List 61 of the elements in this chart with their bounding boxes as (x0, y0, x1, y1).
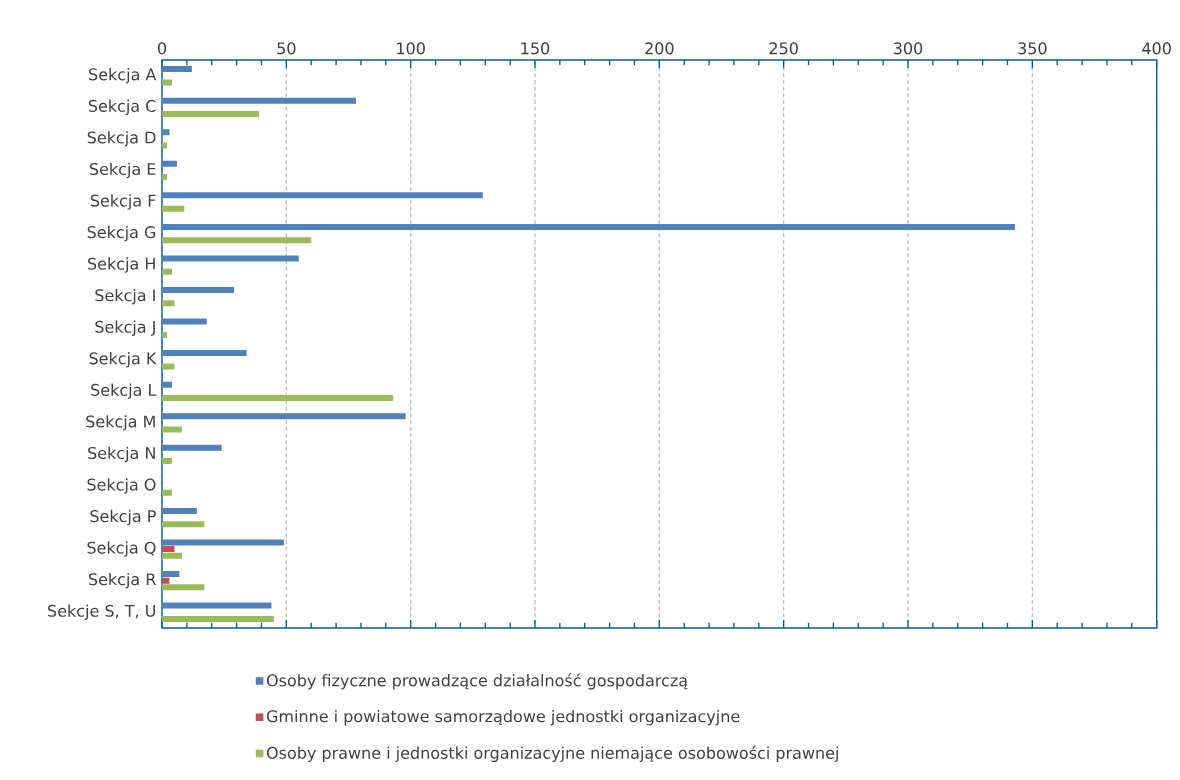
bar (162, 79, 172, 86)
bar (162, 300, 175, 307)
bar (162, 192, 483, 199)
bar (162, 426, 182, 433)
x-tick-label: 400 (1142, 42, 1171, 55)
bar (162, 444, 222, 451)
y-tick-label: Sekcja H (88, 257, 155, 273)
x-tick-label: 350 (1018, 42, 1047, 55)
y-tick-label: Sekcja F (90, 194, 156, 210)
y-tick-label: Sekcja A (89, 68, 157, 84)
bar (162, 571, 180, 577)
bar (162, 615, 274, 622)
y-tick-label: Sekcja L (91, 383, 157, 400)
y-tick-label: Sekcja Q (87, 541, 156, 557)
x-tick-label: 150 (521, 42, 550, 55)
bar (162, 160, 177, 167)
bar (162, 507, 197, 514)
bar (162, 237, 312, 244)
y-tick-label: Sekcja M (86, 415, 155, 431)
bar (162, 489, 172, 496)
y-tick-label: Sekcja K (89, 352, 157, 368)
bar (162, 66, 192, 73)
legend-label: Osoby prawne i jednostki organizacyjne niemające osobowości prawnej (266, 745, 838, 763)
bar (162, 205, 185, 212)
legend-label: Osoby fizyczne prowadzące działalność gospodarczą (266, 673, 688, 690)
bar (162, 584, 205, 591)
bar (162, 539, 284, 546)
bar (162, 223, 1015, 230)
y-tick-label: Sekcja R (88, 572, 156, 589)
x-tick-label: 0 (157, 42, 167, 55)
bar (162, 521, 205, 528)
bar (162, 111, 259, 117)
bar (162, 413, 406, 420)
y-tick-label: Sekcja C (88, 99, 156, 116)
y-tick-label: Sekcja D (87, 131, 156, 147)
y-tick-label: Sekcja N (88, 446, 155, 463)
bar (162, 552, 182, 559)
bar (162, 458, 172, 465)
bar (162, 381, 172, 388)
y-tick-label: Sekcja I (95, 288, 155, 305)
bar (162, 602, 272, 609)
bar (162, 287, 235, 293)
x-tick-label: 100 (397, 42, 425, 55)
legend-label: Gminne i powiatowe samorządowe jednostki organizacyjne (266, 709, 740, 726)
y-tick-label: Sekcja O (87, 478, 156, 494)
x-tick-label: 200 (645, 42, 674, 55)
y-tick-label: Sekcja P (90, 509, 156, 526)
y-tick-label: Sekcja G (87, 225, 156, 242)
bar (162, 255, 299, 262)
bar (162, 318, 207, 325)
y-tick-label: Sekcja E (89, 162, 156, 179)
y-tick-label: Sekcje S, T, U (48, 604, 156, 620)
x-tick-label: 300 (893, 42, 923, 55)
x-tick-label: 250 (769, 42, 798, 55)
bar (162, 350, 247, 357)
bar (162, 577, 170, 584)
bar (162, 395, 394, 401)
y-tick-label: Sekcja J (95, 320, 155, 336)
bar (162, 97, 356, 104)
bar (162, 268, 172, 275)
x-tick-label: 50 (277, 42, 296, 55)
